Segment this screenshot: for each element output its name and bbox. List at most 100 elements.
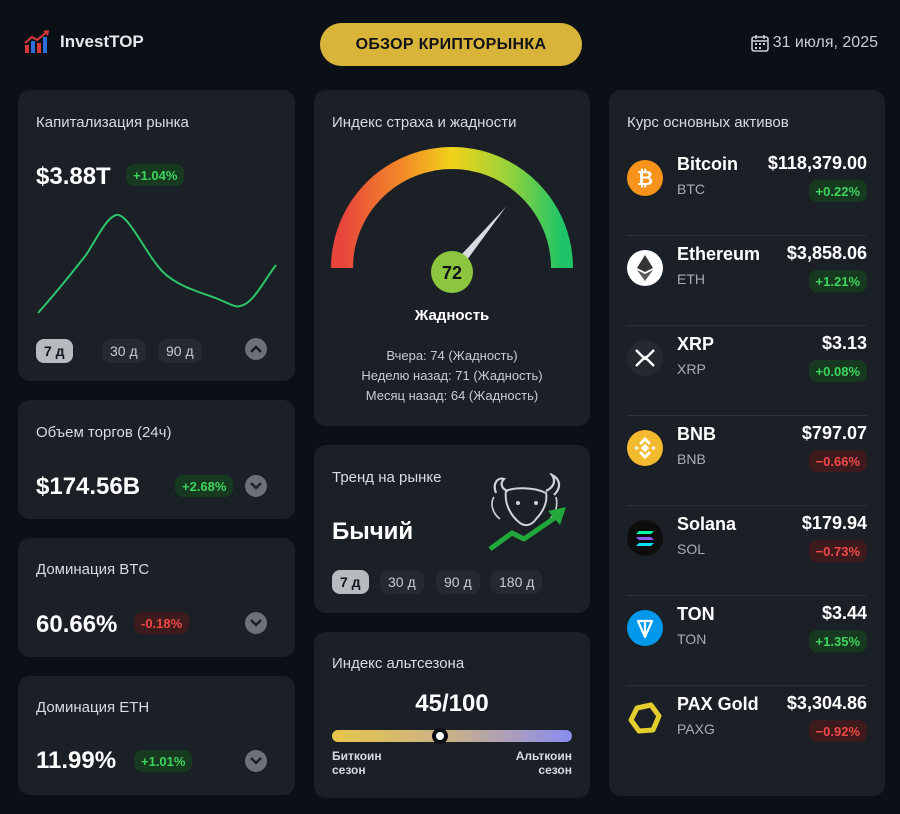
chart-logo-icon [24,30,49,53]
market-cap-period-7d[interactable]: 7 д [36,339,73,363]
chevron-down-icon [250,757,262,765]
asset-change-badge: +1.21% [808,270,867,292]
asset-price: $3.13 [821,333,867,353]
asset-price: $797.07 [801,423,867,443]
altseason-right-label-2: сезон [538,763,572,777]
brand-name: InvestTOP [60,32,144,51]
asset-price: $118,379.00 [767,153,867,173]
asset-name: Bitcoin [677,154,738,174]
asset-row-bnb[interactable]: BNB BNB $797.07 −0.66% [627,416,867,506]
chevron-up-icon [250,345,262,353]
trend-value: Бычий [332,518,414,545]
fear-greed-card: Индекс страха и жадности 72 Жадность Вче… [314,90,590,426]
bull-icon [488,473,566,552]
fear-greed-status: Жадность [414,307,490,324]
ethereum-icon [627,250,663,286]
asset-symbol: BTC [677,181,705,197]
asset-row-xrp[interactable]: XRP XRP $3.13 +0.08% [627,326,867,416]
asset-change-badge: +0.08% [808,360,867,382]
assets-label: Курс основных активов [627,114,789,131]
asset-row-ton[interactable]: TON TON $3.44 +1.35% [627,596,867,686]
ton-icon [627,610,663,646]
btc-dominance-card: Доминация BTC 60.66% -0.18% [18,538,295,657]
market-cap-card: Капитализация рынка $3.88T +1.04% 7 д 30… [18,90,295,381]
asset-change-badge: +1.35% [808,630,867,652]
volume-value: $174.56B [36,473,141,500]
trend-period-90d[interactable]: 90 д [436,570,480,594]
market-cap-label: Капитализация рынка [36,114,189,131]
assets-card: Курс основных активов ₿ Bitcoin BTC $118… [609,90,885,796]
page-title[interactable]: ОБЗОР КРИПТОРЫНКА [320,23,582,66]
trend-period-30d[interactable]: 30 д [380,570,424,594]
altseason-left-label-2: сезон [332,763,366,777]
eth-dominance-change-badge: +1.01% [134,750,193,772]
asset-price: $179.94 [801,513,867,533]
altseason-left-label-1: Биткоин [332,749,382,763]
altseason-label: Индекс альтсезона [332,655,465,672]
asset-name: Solana [677,514,737,534]
asset-symbol: XRP [677,361,706,377]
market-cap-change-badge: +1.04% [126,164,185,186]
brand-logo[interactable]: InvestTOP [24,30,144,54]
asset-row-paxg[interactable]: PAX Gold PAXG $3,304.86 −0.92% [627,686,867,776]
altseason-marker [432,728,448,744]
market-cap-period-30d[interactable]: 30 д [102,339,146,363]
volume-label: Объем торгов (24ч) [36,424,172,441]
altseason-value: 45/100 [415,690,489,717]
asset-row-btc[interactable]: ₿ Bitcoin BTC $118,379.00 +0.22% [627,146,867,236]
gauge-center [431,251,473,293]
asset-change-badge: −0.73% [808,540,867,562]
market-cap-line-chart [37,213,277,314]
asset-name: Ethereum [677,244,761,264]
altseason-right-label: Альткоин сезон [516,749,572,777]
volume-expand-button[interactable] [245,475,267,497]
asset-change-badge: −0.92% [808,720,867,742]
fear-greed-week-ago: Неделю назад: 71 (Жадность) [361,368,543,383]
gauge-arc [331,147,573,269]
asset-change-badge: +0.22% [808,180,867,202]
asset-symbol: BNB [677,451,706,467]
asset-name: XRP [677,334,715,354]
volume-card: Объем торгов (24ч) $174.56B +2.68% [18,400,295,519]
asset-symbol: SOL [677,541,706,557]
date-text: 31 июля, 2025 [772,34,878,51]
trend-card: Тренд на рынке Бычий 7 д 30 д 90 д 180 д [314,445,590,613]
eth-dominance-label: Доминация ETH [36,699,150,716]
eth-dominance-card: Доминация ETH 11.99% +1.01% [18,676,295,795]
btc-dominance-value: 60.66% [36,611,118,638]
asset-name: TON [677,604,715,624]
trend-period-180d[interactable]: 180 д [491,570,543,594]
asset-price: $3,858.06 [786,243,867,263]
asset-row-sol[interactable]: Solana SOL $179.94 −0.73% [627,506,867,596]
fear-greed-yesterday: Вчера: 74 (Жадность) [386,348,518,363]
asset-change-badge: −0.66% [808,450,867,472]
asset-name: PAX Gold [677,694,759,714]
altseason-right-label-1: Альткоин [515,749,572,763]
paxgold-icon [627,700,663,736]
xrp-icon [627,340,663,376]
btc-dominance-expand-button[interactable] [245,612,267,634]
chevron-down-icon [250,482,262,490]
svg-text:₿: ₿ [637,166,653,190]
trend-label: Тренд на рынке [332,469,442,486]
market-cap-value: $3.88T [36,163,111,190]
bitcoin-icon: ₿ [627,160,663,196]
header: InvestTOP ОБЗОР КРИПТОРЫНКА 31 июля, 202… [0,0,900,88]
altseason-left-label: Биткоин сезон [332,749,382,777]
volume-change-badge: +2.68% [175,475,234,497]
asset-row-eth[interactable]: Ethereum ETH $3,858.06 +1.21% [627,236,867,326]
trend-period-7d[interactable]: 7 д [332,570,369,594]
fear-greed-label: Индекс страха и жадности [332,114,517,131]
report-date: 31 июля, 2025 [750,34,878,52]
altseason-bar [332,730,572,742]
fear-greed-month-ago: Месяц назад: 64 (Жадность) [365,388,539,403]
altseason-card: Индекс альтсезона 45/100 Биткоин сезон А… [314,632,590,798]
asset-name: BNB [677,424,716,444]
market-cap-period-90d[interactable]: 90 д [158,339,202,363]
eth-dominance-expand-button[interactable] [245,750,267,772]
asset-symbol: TON [677,631,707,647]
market-cap-collapse-button[interactable] [245,338,267,360]
asset-symbol: PAXG [677,721,715,737]
market-cap-line [37,213,277,314]
asset-price: $3.44 [821,603,867,623]
